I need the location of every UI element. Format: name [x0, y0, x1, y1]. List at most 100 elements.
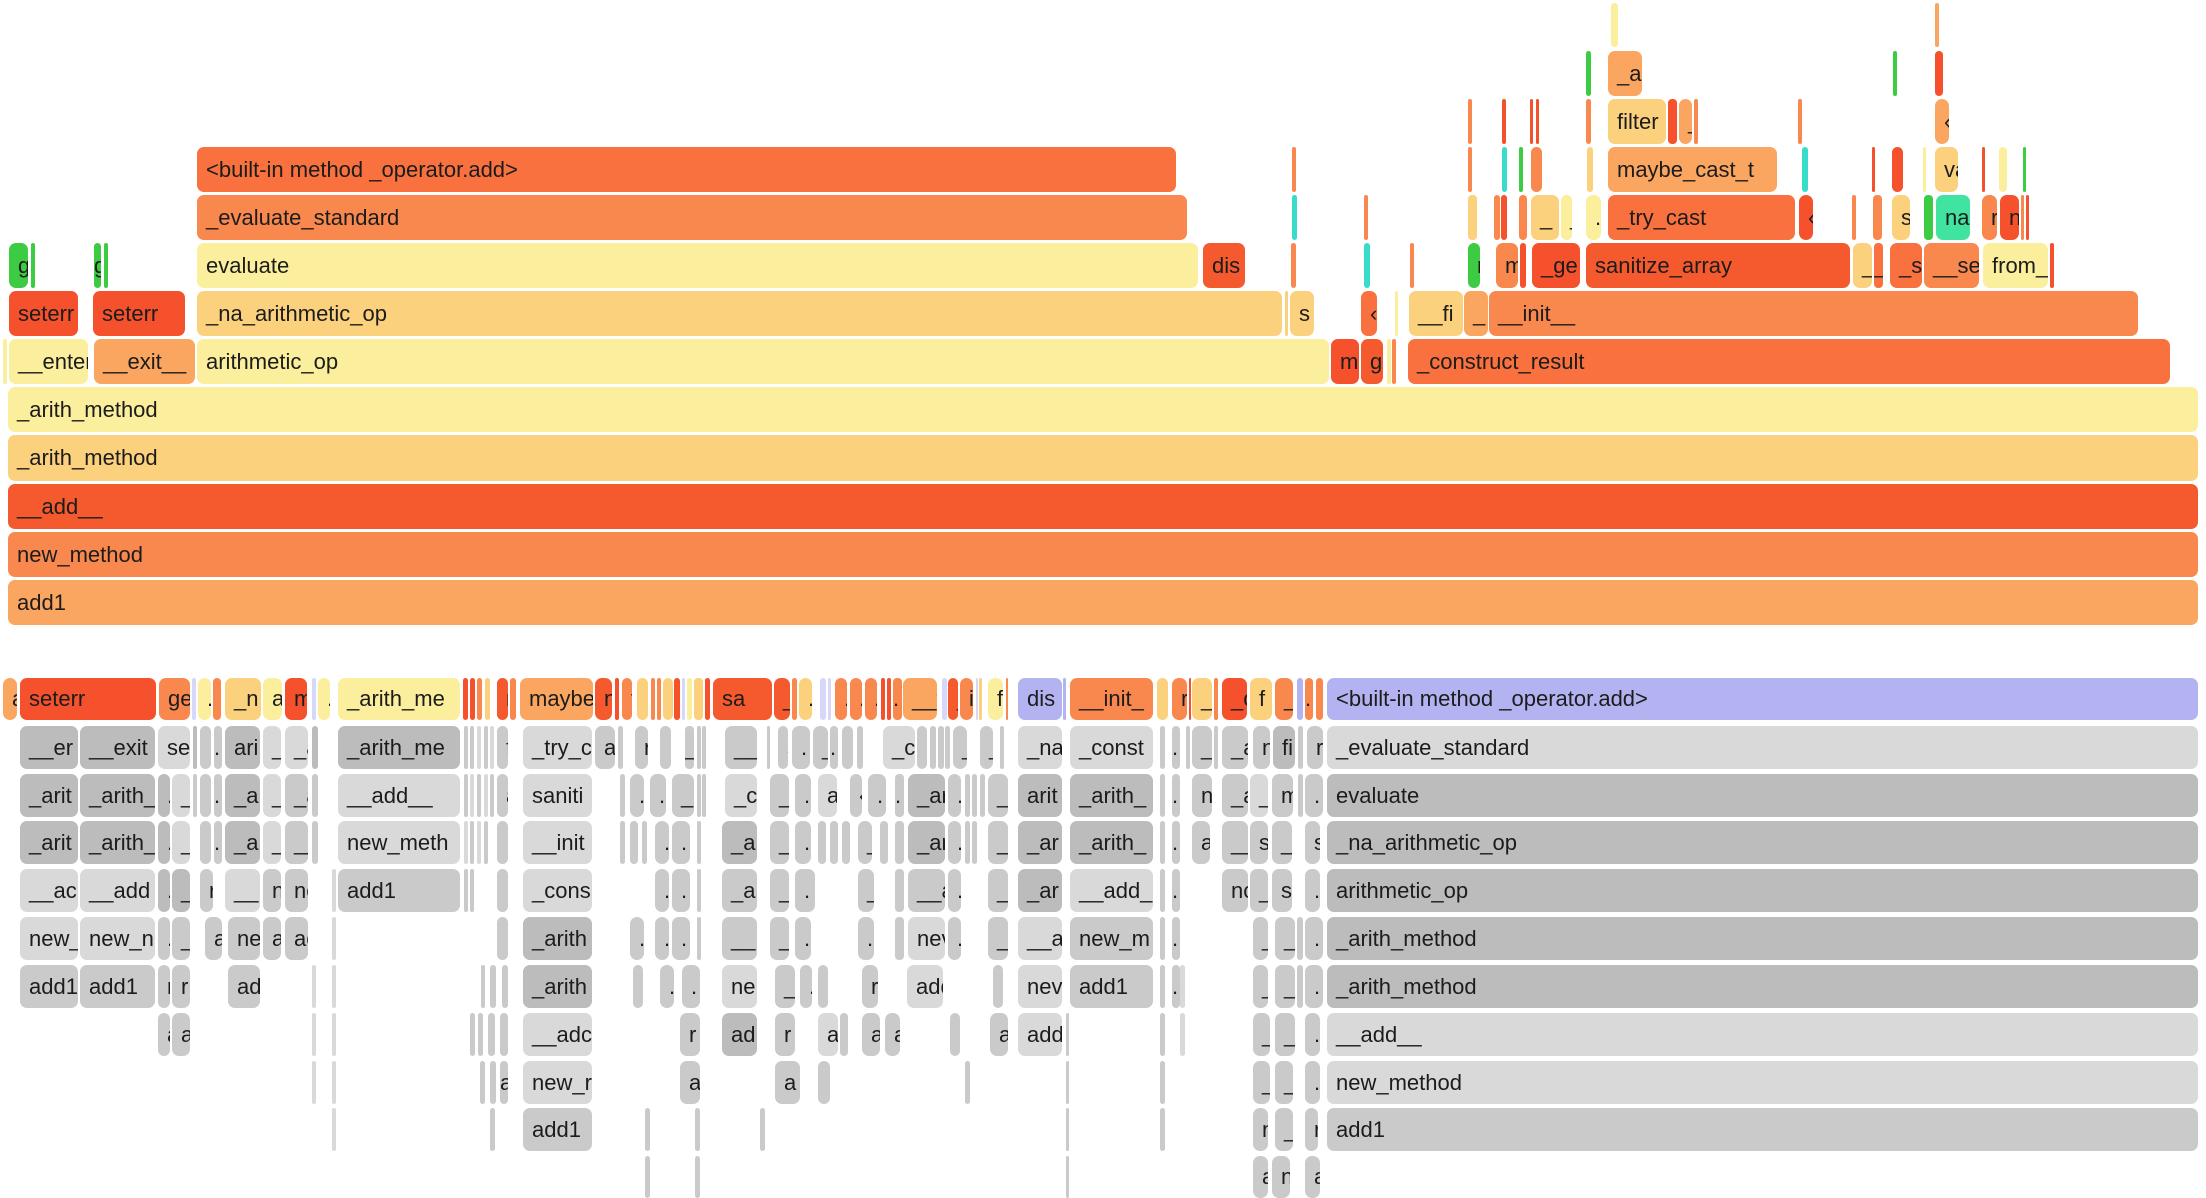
- frame-sliver[interactable]: [1297, 965, 1303, 1008]
- frame-ac[interactable]: ac: [285, 917, 308, 960]
- frame-sliver[interactable]: [1893, 51, 1897, 96]
- frame-_ar[interactable]: _ar: [908, 821, 945, 864]
- frame-_[interactable]: _: [263, 821, 281, 864]
- frame-[interactable]: .: [497, 869, 508, 912]
- frame-new_r[interactable]: new_r: [523, 1061, 592, 1104]
- frame-a[interactable]: a: [775, 1061, 800, 1104]
- frame-_a[interactable]: _a: [1608, 51, 1642, 96]
- frame-sliver[interactable]: [2023, 147, 2026, 192]
- frame-sliver[interactable]: [332, 1108, 336, 1151]
- frame-sliver[interactable]: [887, 678, 891, 720]
- frame-nev[interactable]: nev: [1018, 965, 1062, 1008]
- frame-sliver[interactable]: [1520, 243, 1526, 288]
- frame-__init[interactable]: __init: [523, 821, 592, 864]
- frame-new_n[interactable]: new_n: [80, 917, 155, 960]
- frame-[interactable]: ‹: [1361, 291, 1377, 336]
- frame-[interactable]: ‹: [1799, 195, 1813, 240]
- frame-_arith_[interactable]: _arith_: [1070, 774, 1153, 817]
- frame-sliver[interactable]: [1872, 147, 1875, 192]
- frame-sliver[interactable]: [1291, 243, 1296, 288]
- frame-[interactable]: .: [663, 678, 673, 720]
- frame-a[interactable]: a: [497, 774, 508, 817]
- frame-__[interactable]: __: [722, 917, 757, 960]
- frame-sliver[interactable]: [820, 678, 826, 720]
- frame-__adc[interactable]: __adc: [523, 1013, 592, 1056]
- frame-i[interactable]: i: [960, 678, 973, 720]
- frame-sliver[interactable]: [695, 1156, 700, 1198]
- frame-_a[interactable]: _a: [285, 726, 308, 769]
- frame-sliver[interactable]: [695, 1108, 700, 1151]
- frame-[interactable]: .: [655, 821, 669, 864]
- frame-sliver[interactable]: [945, 726, 950, 769]
- frame-sliver[interactable]: [1502, 147, 1507, 192]
- frame-m[interactable]: m: [285, 678, 307, 720]
- frame-sliver[interactable]: [1586, 99, 1591, 144]
- frame-sliver[interactable]: [497, 917, 508, 960]
- frame-_[interactable]: _: [988, 821, 1008, 864]
- frame-__add__[interactable]: __add__: [8, 484, 2198, 529]
- frame-sliver[interactable]: [1160, 1108, 1165, 1151]
- frame-sliver[interactable]: [1852, 195, 1856, 240]
- frame-seterr[interactable]: seterr: [9, 291, 78, 336]
- frame-__[interactable]: __: [225, 869, 260, 912]
- frame-sliver[interactable]: [470, 726, 474, 769]
- frame-_na_arithmetic_op[interactable]: _na_arithmetic_op: [1327, 821, 2198, 864]
- frame-add1[interactable]: add1: [1327, 1108, 2198, 1151]
- frame-sliver[interactable]: [1468, 99, 1472, 144]
- frame-_[interactable]: _: [988, 917, 1008, 960]
- frame-sliver[interactable]: [842, 821, 850, 864]
- frame-sliver[interactable]: [332, 917, 336, 960]
- frame-[interactable]: .: [835, 678, 847, 720]
- frame-_arit[interactable]: _arit: [20, 821, 78, 864]
- frame-r[interactable]: r: [680, 1013, 700, 1056]
- frame-sliver[interactable]: [895, 869, 904, 912]
- frame-sliver[interactable]: [767, 726, 770, 769]
- frame-[interactable]: .: [895, 774, 904, 817]
- frame-_c[interactable]: _c: [1222, 678, 1247, 720]
- frame-[interactable]: .: [682, 965, 700, 1008]
- frame-v[interactable]: v: [622, 678, 632, 720]
- frame-s[interactable]: s: [1892, 195, 1910, 240]
- frame-[interactable]: .: [795, 917, 811, 960]
- frame-r[interactable]: r: [635, 726, 648, 769]
- frame-sliver[interactable]: [674, 678, 680, 720]
- frame-[interactable]: .: [630, 774, 644, 817]
- frame-sliver[interactable]: [192, 678, 196, 720]
- frame-__[interactable]: __: [285, 821, 308, 864]
- frame-_try_cast[interactable]: _try_cast: [1608, 195, 1795, 240]
- frame-[interactable]: .: [950, 1013, 960, 1056]
- frame-sliver[interactable]: [972, 774, 977, 817]
- frame-[interactable]: .: [158, 917, 170, 960]
- frame-sliver[interactable]: [470, 869, 474, 912]
- frame-nc[interactable]: nc: [285, 869, 308, 912]
- frame-[interactable]: .: [200, 821, 211, 864]
- frame-[interactable]: .: [1305, 678, 1313, 720]
- frame-[interactable]: .: [672, 869, 690, 912]
- frame-sliver[interactable]: [464, 821, 468, 864]
- frame-r[interactable]: r: [1172, 678, 1187, 720]
- frame-sliver[interactable]: [490, 774, 494, 817]
- frame-_[interactable]: _: [172, 774, 190, 817]
- frame-_[interactable]: _: [1250, 869, 1268, 912]
- frame-_[interactable]: _: [1275, 1061, 1293, 1104]
- frame-maybe_cast_t[interactable]: maybe_cast_t: [1608, 147, 1777, 192]
- frame-sliver[interactable]: [642, 821, 647, 864]
- frame-_arith_[interactable]: _arith_: [80, 774, 155, 817]
- frame-_[interactable]: _: [263, 726, 281, 769]
- frame-new_[interactable]: new_: [20, 917, 78, 960]
- frame-_[interactable]: _: [775, 965, 795, 1008]
- frame-a[interactable]: a: [862, 1013, 880, 1056]
- frame-sliver[interactable]: [31, 243, 35, 288]
- frame-sliver[interactable]: [1982, 147, 1985, 192]
- frame-sliver[interactable]: [1297, 917, 1303, 960]
- frame-sliver[interactable]: [1066, 1156, 1069, 1198]
- frame-[interactable]: .: [948, 917, 961, 960]
- frame-_[interactable]: _: [813, 726, 828, 769]
- frame-_[interactable]: _: [685, 726, 694, 769]
- frame-sliver[interactable]: [490, 1061, 496, 1104]
- frame-__f[interactable]: __f: [903, 678, 937, 720]
- frame-sliver[interactable]: [830, 821, 838, 864]
- frame-sliver[interactable]: [697, 917, 701, 960]
- frame-f[interactable]: f: [1250, 678, 1272, 720]
- frame-sliver[interactable]: [1924, 195, 1933, 240]
